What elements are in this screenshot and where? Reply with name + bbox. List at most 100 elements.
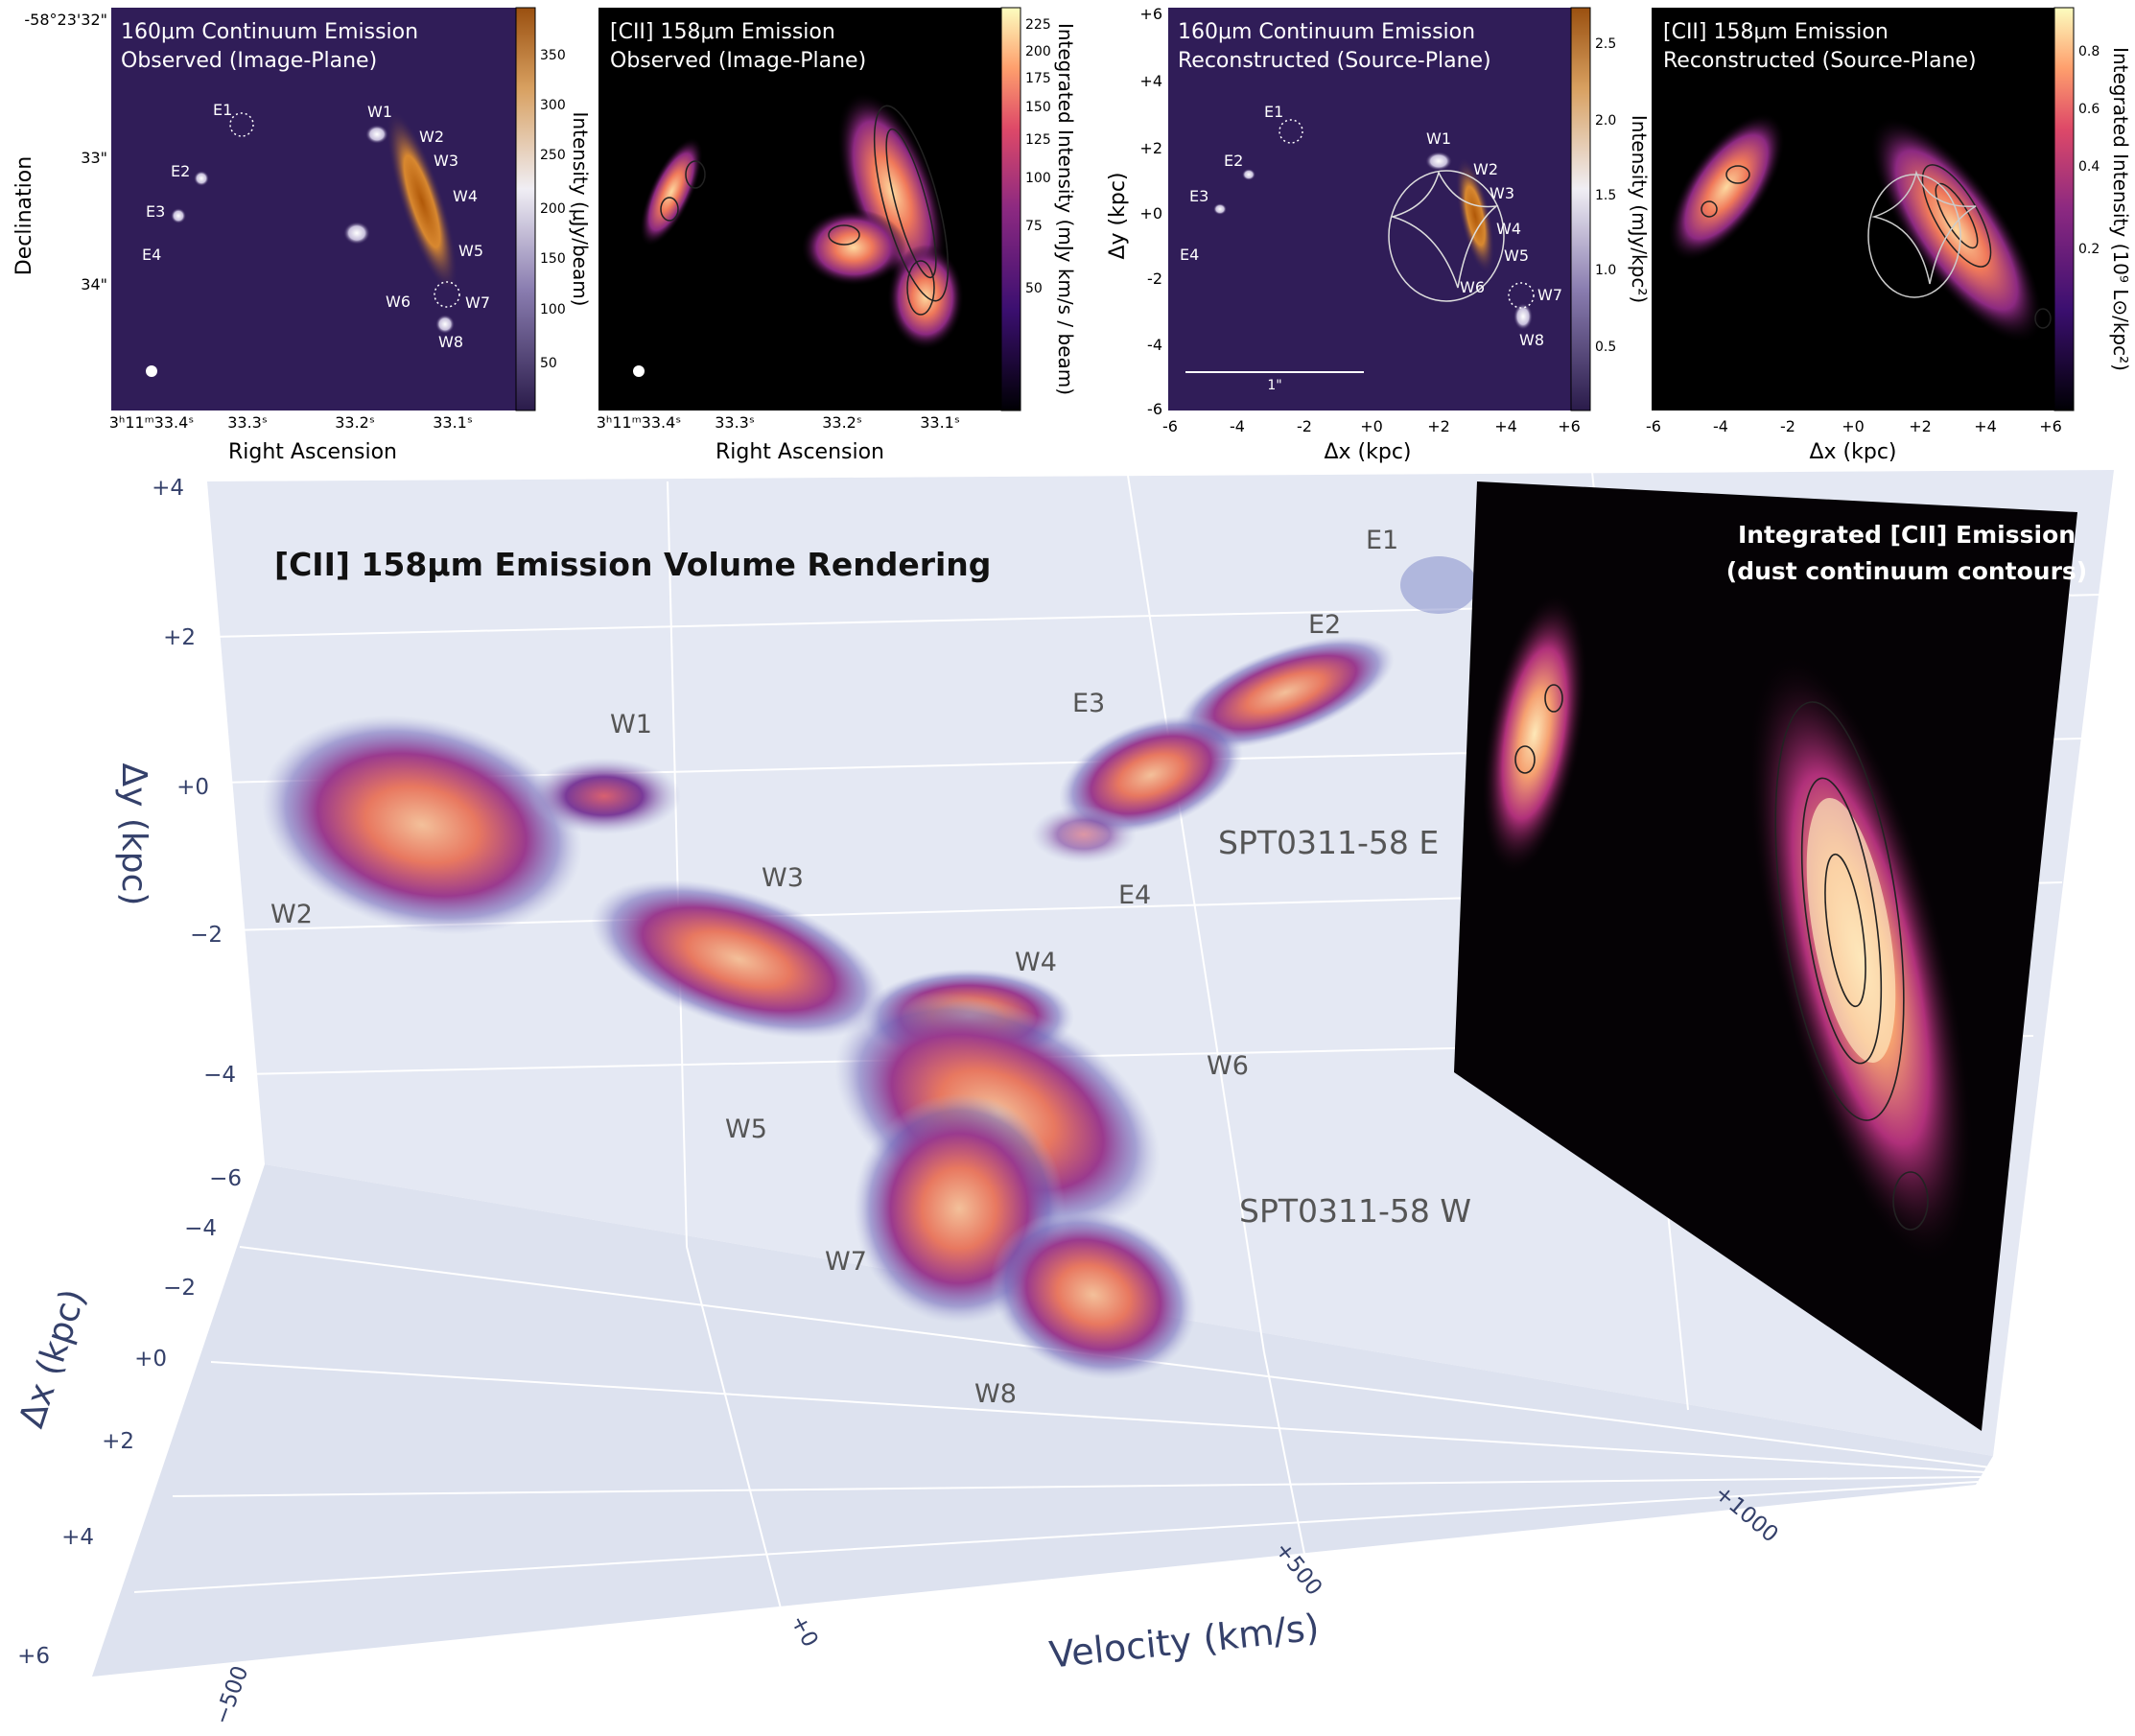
label-w1: W1 [367, 103, 392, 121]
rec-cii-w [1869, 116, 2044, 344]
dy-axis-label: Δy (kpc) [114, 763, 153, 906]
cii-arc-w-left [801, 209, 906, 286]
panel-160um-reconstructed: 1" 160μm Continuum Emission Reconstructe… [1106, 5, 1651, 464]
label-w2: W2 [419, 128, 444, 146]
dx-axis-ticks: −4 −2 +0 +2 +4 +6 [17, 1216, 217, 1669]
panel-3-image [1168, 8, 1590, 411]
blob-center [343, 222, 370, 245]
panel-1-title-line1: 160μm Continuum Emission [121, 20, 418, 44]
panel-4-cbar-ticks: 0.8 0.6 0.4 0.2 [2078, 44, 2100, 257]
y-tick: 33" [81, 149, 107, 167]
panel-3-x-label: Δx (kpc) [1324, 440, 1411, 464]
beam-marker [146, 365, 157, 377]
panel-2-title-line2: Observed (Image-Plane) [610, 49, 866, 73]
x-tick: +6 [2039, 417, 2062, 435]
panel-2-title-line1: [CII] 158μm Emission [610, 20, 835, 44]
volume-e2 [1176, 636, 1395, 749]
dx-tick: +2 [102, 1429, 134, 1454]
cbar-tick: 125 [1025, 132, 1051, 148]
dx-tick: −4 [184, 1216, 217, 1241]
dx-tick: +0 [134, 1347, 167, 1372]
x-tick: -6 [1646, 417, 1661, 435]
cbar-tick: 50 [540, 356, 557, 371]
panel-3-x-ticks: -6 -4 -2 +0 +2 +4 +6 [1162, 417, 1581, 435]
dy-tick: +2 [163, 625, 196, 650]
panel-2-cbar-label: Integrated Intensity (mJy km/s / beam) [1054, 23, 1077, 395]
x-tick: 33.1ˢ [433, 413, 473, 432]
cbar-tick: 50 [1025, 281, 1043, 296]
panel-1-cbar-label: Intensity (μJy/beam) [569, 112, 592, 307]
y-tick: +6 [1139, 5, 1162, 23]
y-tick: +2 [1139, 139, 1162, 157]
label-w7: W7 [465, 293, 490, 312]
cbar-tick: 250 [540, 148, 566, 163]
label-e1: E1 [1366, 526, 1398, 555]
inset-title-line1: Integrated [CII] Emission [1738, 521, 2076, 549]
label-w5: W5 [725, 1114, 767, 1144]
panel-1-x-ticks: 3ʰ11ᵐ33.4ˢ 33.3ˢ 33.2ˢ 33.1ˢ [109, 413, 473, 432]
panel-1-title-line2: Observed (Image-Plane) [121, 49, 377, 73]
cbar-tick: 350 [540, 48, 566, 63]
x-tick: +2 [1909, 417, 1932, 435]
emission-volume [261, 556, 1477, 1380]
e1-marker [229, 112, 254, 137]
panel-4-x-label: Δx (kpc) [1809, 440, 1896, 464]
cbar-tick: 2.5 [1595, 36, 1616, 52]
panel-cii-reconstructed: [CII] 158μm Emission Reconstructed (Sour… [1646, 7, 2132, 464]
x-tick: 33.1ˢ [920, 413, 960, 432]
label-w3: W3 [762, 863, 804, 893]
inset-contours [1514, 684, 1929, 1231]
blob-w1 [365, 125, 388, 144]
x-tick: 3ʰ11ᵐ33.4ˢ [597, 413, 682, 432]
e1-marker [1279, 119, 1303, 144]
cii-arc-e [640, 137, 703, 246]
source-w-label: SPT0311-58 W [1239, 1192, 1471, 1230]
label-w2: W2 [270, 900, 313, 929]
label-e1: E1 [1264, 103, 1283, 121]
y-tick: -58°23'32" [24, 11, 107, 29]
panel-1-x-label: Right Ascension [228, 440, 397, 464]
label-e2: E2 [1224, 152, 1243, 170]
volume-e1 [1400, 556, 1477, 614]
volume-w8 [990, 1209, 1197, 1380]
label-e4: E4 [1118, 880, 1151, 910]
dx-axis-label: Δx (kpc) [12, 1284, 94, 1432]
cbar-tick: 0.4 [2078, 159, 2100, 175]
label-e2: E2 [1308, 610, 1341, 640]
volume-labels: E1 E2 E3 E4 W1 W2 W3 W4 W5 W6 W7 W8 [270, 526, 1398, 1409]
x-tick: 33.2ˢ [335, 413, 375, 432]
v-tick: −500 [209, 1662, 253, 1727]
y-tick: +0 [1139, 204, 1162, 223]
panel-3-y-ticks: +6 +4 +2 +0 -2 -4 -6 [1139, 5, 1162, 418]
panel-3-y-label: Δy (kpc) [1106, 172, 1130, 259]
cii-contours [660, 105, 950, 316]
label-w8: W8 [438, 333, 463, 351]
panel-2-x-label: Right Ascension [716, 440, 884, 464]
dx-tick: −2 [163, 1276, 196, 1301]
x-tick: -2 [1297, 417, 1312, 435]
dy-tick: −4 [203, 1063, 236, 1088]
volume-w1-w2 [261, 715, 583, 935]
label-w3: W3 [1490, 184, 1514, 202]
cbar-tick: 0.5 [1595, 340, 1616, 355]
cbar-tick: 175 [1025, 71, 1051, 86]
label-w4: W4 [1015, 948, 1057, 977]
cbar-tick: 0.8 [2078, 44, 2100, 59]
cbar-tick: 1.5 [1595, 188, 1616, 203]
w7-marker [1508, 282, 1535, 309]
panel-3-title-line2: Reconstructed (Source-Plane) [1178, 49, 1491, 73]
panel-3-cbar-label: Intensity (mJy/kpc²) [1628, 115, 1651, 303]
inset-emission [1481, 592, 1975, 1267]
x-tick: -6 [1162, 417, 1178, 435]
label-e1: E1 [213, 101, 232, 119]
x-tick: +6 [1558, 417, 1581, 435]
label-w2: W2 [1473, 160, 1498, 178]
panel-1-y-label: Declination [12, 156, 36, 275]
label-w3: W3 [434, 152, 458, 170]
dy-tick: +0 [176, 775, 209, 800]
panel-4-title-line2: Reconstructed (Source-Plane) [1663, 49, 1977, 73]
cbar-tick: 100 [540, 302, 566, 317]
cbar-tick: 0.2 [2078, 242, 2100, 257]
x-tick: +2 [1427, 417, 1450, 435]
rec-w-arc [1455, 157, 1495, 274]
